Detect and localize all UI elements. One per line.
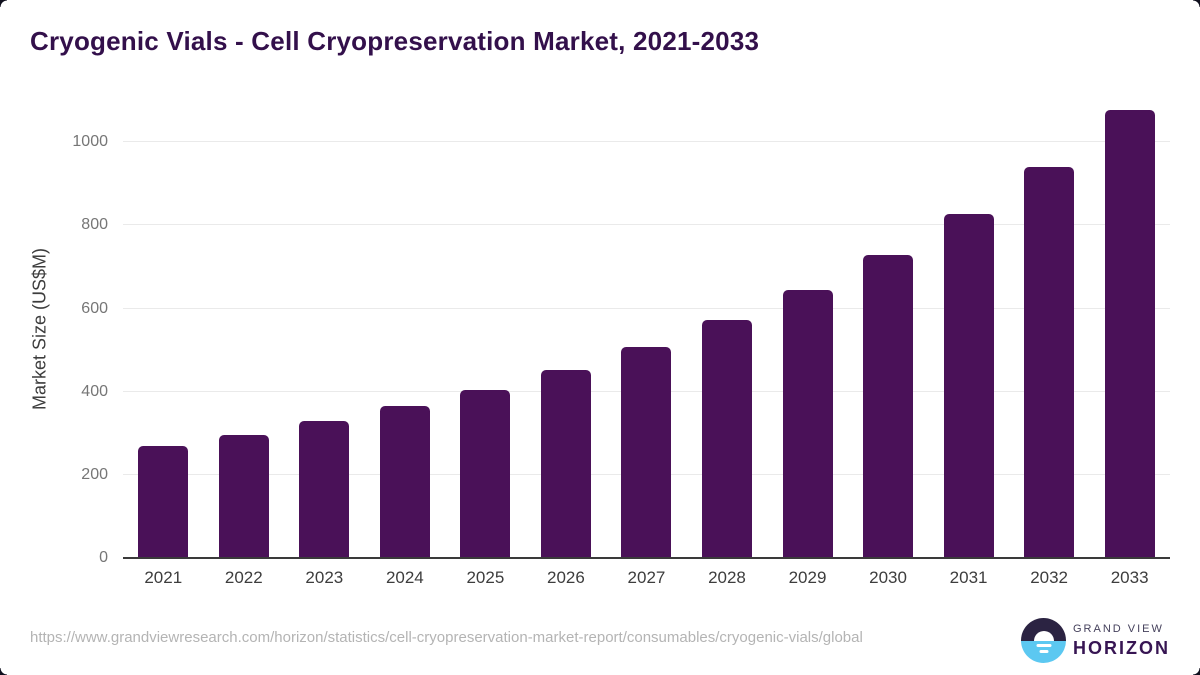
bar-column-2021 (123, 100, 204, 558)
gridline-600 (123, 307, 1170, 309)
bar-column-2027 (606, 100, 687, 558)
logo-text-horizon: HORIZON (1073, 637, 1170, 658)
x-tick-label-2025: 2025 (466, 568, 505, 587)
x-axis-labels: 2021 2022 2023 2024 2025 2026 2027 2028 2029 2030… (123, 568, 1170, 588)
logo-text: GRAND VIEW HORIZON (1073, 623, 1170, 659)
bar-column-2024 (365, 100, 446, 558)
bar-2031 (943, 214, 994, 558)
bar-2023 (299, 421, 350, 558)
y-tick-label-600: 600 (81, 299, 108, 317)
y-tick-label-0: 0 (99, 549, 108, 566)
bar-series (123, 100, 1170, 558)
x-tick-label-2022: 2022 (224, 568, 263, 587)
corner-artifact (0, 668, 7, 675)
corner-artifact (1193, 0, 1200, 7)
x-tick-label-2023: 2023 (305, 568, 344, 587)
chart-title: Cryogenic Vials - Cell Cryopreservation … (30, 26, 760, 56)
x-tick-label-2027: 2027 (627, 568, 666, 587)
plot-area: 0 200 400 600 800 1000 (72, 100, 1170, 566)
x-tick-label-2024: 2024 (385, 568, 424, 587)
bar-2021 (138, 445, 189, 558)
bar-column-2030 (848, 100, 929, 558)
bar-2027 (621, 347, 672, 558)
y-tick-label-1000: 1000 (72, 133, 108, 151)
y-axis-title: Market Size (US$M) (29, 247, 50, 411)
x-tick-label-2029: 2029 (788, 568, 827, 587)
grand-view-horizon-logo: GRAND VIEW HORIZON (1021, 618, 1170, 663)
x-tick-label-2021: 2021 (144, 568, 183, 587)
gridline-1000 (123, 141, 1170, 143)
x-tick-label-2033: 2033 (1110, 568, 1149, 587)
y-tick-label-800: 800 (81, 216, 108, 234)
bar-2030 (863, 255, 914, 558)
bar-column-2029 (767, 100, 848, 558)
y-tick-label-200: 200 (81, 465, 108, 483)
bar-column-2026 (526, 100, 607, 558)
bar-2032 (1024, 166, 1075, 558)
x-tick-label-2030: 2030 (869, 568, 907, 587)
x-tick-label-2031: 2031 (949, 568, 988, 587)
corner-artifact (1193, 668, 1200, 675)
bar-2028 (701, 320, 752, 558)
bar-column-2022 (204, 100, 285, 558)
bar-2033 (1104, 110, 1155, 558)
corner-artifact (0, 0, 7, 7)
bar-column-2028 (687, 100, 768, 558)
bar-2026 (540, 369, 591, 558)
bar-column-2025 (445, 100, 526, 558)
x-tick-label-2026: 2026 (547, 568, 585, 587)
logo-text-grand-view: GRAND VIEW (1073, 622, 1164, 635)
bar-column-2031 (928, 100, 1009, 558)
bar-column-2032 (1009, 100, 1090, 558)
bar-column-2033 (1089, 100, 1170, 558)
y-tick-label-400: 400 (81, 382, 108, 400)
bar-2024 (379, 406, 430, 558)
x-tick-label-2028: 2028 (708, 568, 746, 587)
x-tick-label-2032: 2032 (1030, 568, 1069, 587)
source-url: https://www.grandviewresearch.com/horizo… (30, 629, 863, 646)
gridline-800 (123, 224, 1170, 226)
bar-2022 (218, 434, 269, 558)
horizon-sun-icon (1021, 618, 1066, 663)
bar-2029 (782, 290, 833, 558)
bar-2025 (460, 389, 511, 558)
x-axis-line (123, 557, 1170, 559)
bar-column-2023 (284, 100, 365, 558)
